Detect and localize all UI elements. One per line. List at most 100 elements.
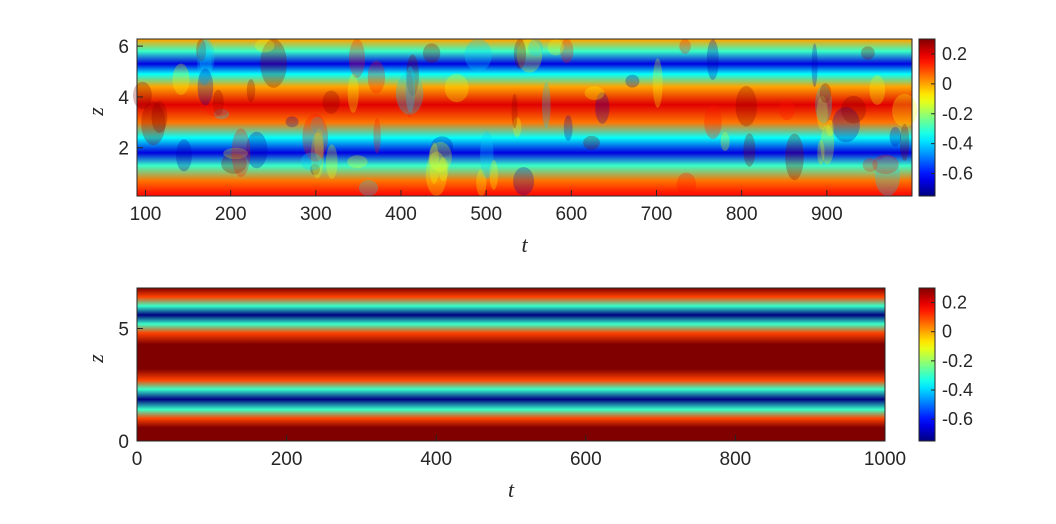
texture-patch	[815, 85, 833, 124]
texture-patch	[899, 123, 910, 161]
texture-patch	[832, 106, 860, 143]
texture-patch	[817, 139, 825, 165]
texture-patch	[826, 119, 834, 137]
texture-patch	[429, 142, 440, 185]
texture-patch	[373, 118, 381, 154]
texture-patch	[405, 70, 414, 118]
texture-patch	[246, 131, 268, 169]
bottom-colorbar	[919, 288, 935, 441]
texture-patch	[221, 153, 247, 174]
x-tick-label: 0	[132, 449, 143, 470]
texture-patch	[302, 113, 329, 162]
texture-patch	[133, 81, 152, 110]
texture-patch	[720, 132, 730, 151]
texture-patch	[820, 124, 835, 165]
x-tick-label: 900	[811, 204, 843, 225]
colorbar-tick-label: -0.2	[942, 351, 973, 371]
texture-patch	[819, 83, 832, 103]
texture-patch	[476, 169, 487, 197]
x-tick-label: 1000	[864, 449, 906, 470]
texture-patch	[547, 39, 564, 56]
bottom-axes-frame	[136, 287, 886, 442]
x-tick-label: 500	[470, 204, 502, 225]
bottom-heatmap-image	[137, 288, 885, 441]
texture-patch	[406, 54, 419, 96]
bottom-heatmap-panel: 0 200 400 600 800 1000 05 t z 0.20-0.2-0.4-0.…	[83, 287, 973, 502]
texture-patch	[785, 133, 804, 181]
top-x-ticks: 100 200 300 400 500 600 700 800 900	[130, 190, 843, 225]
x-tick-label: 200	[215, 204, 247, 225]
bottom-colorbar-ticks: 0.2 0 -0.2 -0.4 -0.6	[931, 293, 973, 429]
texture-patch	[422, 43, 441, 63]
texture-patch	[889, 127, 901, 147]
texture-patch	[254, 39, 275, 53]
texture-patch	[875, 156, 900, 197]
texture-patch	[197, 68, 214, 106]
bottom-colorbar-frame	[918, 287, 936, 442]
top-colorbar-frame	[918, 38, 936, 197]
bottom-y-axis-label: z	[83, 354, 108, 364]
x-tick-label: 100	[130, 204, 162, 225]
texture-patch	[246, 79, 256, 103]
texture-patch	[405, 66, 416, 113]
texture-patch	[285, 116, 299, 128]
texture-patch	[151, 101, 168, 133]
texture-patch	[704, 104, 722, 139]
colorbar-tick-label: 0	[942, 74, 952, 94]
texture-patch	[310, 163, 320, 176]
texture-patch	[841, 95, 866, 124]
x-tick-label: 400	[420, 449, 452, 470]
x-tick-label: 800	[726, 204, 758, 225]
texture-patch	[706, 39, 719, 80]
texture-patch	[512, 117, 522, 137]
colorbar-tick-label: -0.6	[942, 164, 973, 184]
texture-patch	[367, 60, 386, 94]
texture-patch	[583, 135, 600, 150]
x-tick-label: 400	[385, 204, 417, 225]
texture-patch	[430, 136, 454, 157]
texture-patch	[528, 39, 543, 57]
texture-patch	[322, 90, 340, 114]
texture-patch	[197, 39, 212, 86]
texture-patch	[779, 99, 795, 121]
colorbar-tick-label: -0.2	[942, 104, 973, 124]
texture-patch	[205, 103, 229, 117]
texture-patch	[347, 155, 368, 169]
colorbar-tick-label: 0.2	[942, 44, 967, 64]
texture-patch	[480, 131, 494, 179]
bottom-x-ticks: 0 200 400 600 800 1000	[132, 435, 906, 470]
texture-patch	[516, 39, 543, 73]
top-x-axis-label: t	[521, 232, 528, 257]
texture-patch	[141, 101, 166, 146]
colorbar-tick-label: -0.4	[942, 134, 973, 154]
top-axes-frame	[136, 38, 913, 197]
texture-patch	[652, 58, 663, 108]
texture-patch	[428, 141, 452, 172]
x-tick-label: 600	[555, 204, 587, 225]
texture-patch	[560, 39, 574, 64]
texture-patch	[425, 151, 447, 196]
texture-patch	[511, 93, 518, 129]
texture-patch	[395, 72, 424, 115]
texture-patch	[231, 128, 251, 177]
texture-patch	[892, 93, 918, 128]
colorbar-tick-label: -0.6	[942, 409, 973, 429]
y-tick-label: 0	[118, 432, 129, 453]
top-heatmap-image	[137, 39, 912, 196]
top-colorbar	[919, 39, 935, 196]
texture-patch	[300, 152, 322, 171]
y-tick-label: 4	[118, 88, 129, 109]
colorbar-tick-label: 0	[942, 322, 952, 342]
texture-patch	[513, 39, 527, 69]
top-heatmap-panel: 100 200 300 400 500 600 700 800 900 246 t z 0.20…	[83, 37, 973, 257]
texture-patch	[679, 39, 691, 54]
y-tick-label: 5	[118, 320, 129, 341]
top-colorbar-ticks: 0.2 0 -0.2 -0.4 -0.6	[931, 44, 973, 184]
texture-patch	[213, 108, 230, 120]
x-tick-label: 600	[570, 449, 602, 470]
texture-patch	[444, 73, 469, 103]
texture-patch	[542, 82, 551, 129]
texture-patch	[310, 116, 324, 133]
texture-patch	[676, 172, 697, 196]
